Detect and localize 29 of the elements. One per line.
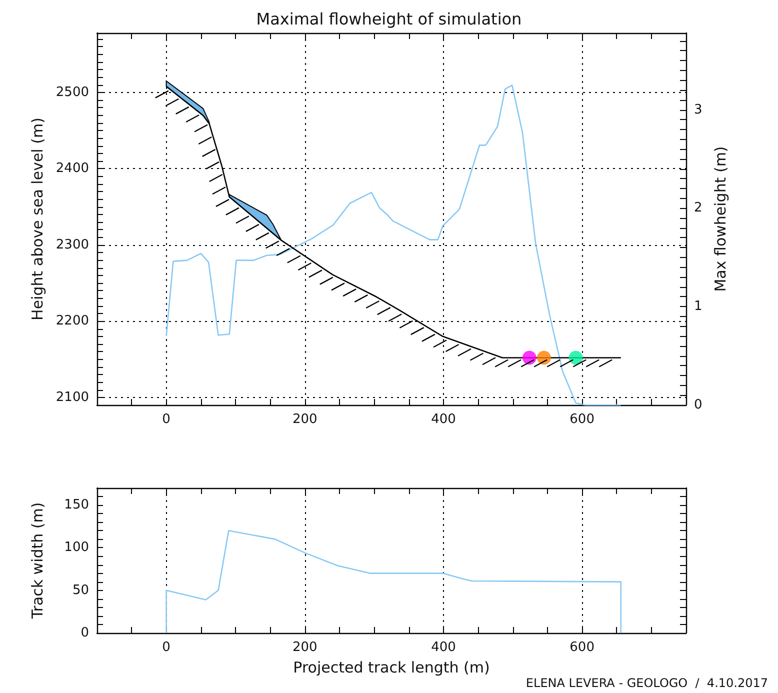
x-tick-label: 600 xyxy=(570,412,594,427)
text: ELENA LEVERA - GEOLOGO / 4.10.2017 xyxy=(526,676,768,690)
y2-tick-label: 0 xyxy=(694,398,702,412)
x-axis-title: Projected track length (m) xyxy=(293,658,490,676)
y-axis-title: Track width (m) xyxy=(28,502,46,620)
y-tick-label: 2100 xyxy=(56,390,89,405)
y-tick-label: 100 xyxy=(64,540,89,556)
y-tick-label: 2500 xyxy=(56,84,89,100)
y2-tick-label: 2 xyxy=(694,200,702,216)
y-tick-label: 150 xyxy=(64,498,89,513)
y-axis-title: Height above sea level (m) xyxy=(28,118,46,320)
line-series xyxy=(166,530,622,634)
x-tick-label: 400 xyxy=(431,412,456,427)
y2-tick-label: 3 xyxy=(694,102,702,118)
y-tick-label: 2300 xyxy=(56,237,89,252)
y-tick-label: 0 xyxy=(80,626,89,640)
y-tick-label: 50 xyxy=(72,582,89,598)
x-tick-label: 400 xyxy=(431,640,456,655)
x-tick-label: 600 xyxy=(570,640,594,655)
x-tick-label: 200 xyxy=(292,640,318,655)
y-tick-label: 2400 xyxy=(56,161,89,176)
chart-title: Maximal flowheight of simulation xyxy=(256,10,522,28)
x-tick-label: 200 xyxy=(292,412,318,427)
x-tick-label: 0 xyxy=(162,640,170,655)
line-series xyxy=(166,84,622,406)
y-tick-label: 2200 xyxy=(56,314,89,329)
x-tick-label: 0 xyxy=(162,412,170,427)
y2-tick-label: 1 xyxy=(694,299,702,314)
y2-axis-title: Max flowheight (m) xyxy=(712,146,730,292)
